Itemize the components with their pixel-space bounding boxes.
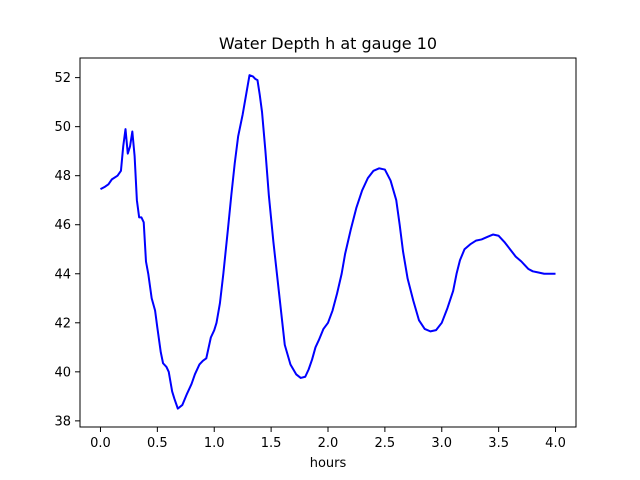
y-tick-label: 48 [54,169,71,184]
x-axis: 0.0 0.5 1.0 1.5 2.0 2.5 3.0 3.5 4.0 [90,427,566,451]
x-tick-label: 2.0 [318,436,339,451]
y-tick-label: 46 [54,218,71,233]
y-tick-label: 52 [54,71,71,86]
x-tick-label: 0.0 [90,436,111,451]
y-tick-label: 38 [54,414,71,429]
x-tick-label: 1.5 [261,436,282,451]
x-tick-label: 2.5 [375,436,396,451]
plot-frame [79,57,577,428]
x-tick-label: 4.0 [545,436,566,451]
x-axis-label: hours [310,456,347,471]
x-tick-label: 3.5 [488,436,509,451]
y-tick-label: 50 [54,120,71,135]
y-tick-label: 40 [54,365,71,380]
chart-title: Water Depth h at gauge 10 [219,34,437,53]
x-tick-label: 3.0 [431,436,452,451]
y-axis: 38 40 42 44 46 48 50 52 [54,71,80,429]
plot-background [80,58,576,427]
plot-area [80,58,576,427]
x-tick-label: 1.0 [204,436,225,451]
x-tick-label: 0.5 [147,436,168,451]
y-tick-label: 44 [54,267,71,282]
series-layer [100,74,556,410]
y-tick-label: 42 [54,316,71,331]
series-line-0 [100,74,556,410]
